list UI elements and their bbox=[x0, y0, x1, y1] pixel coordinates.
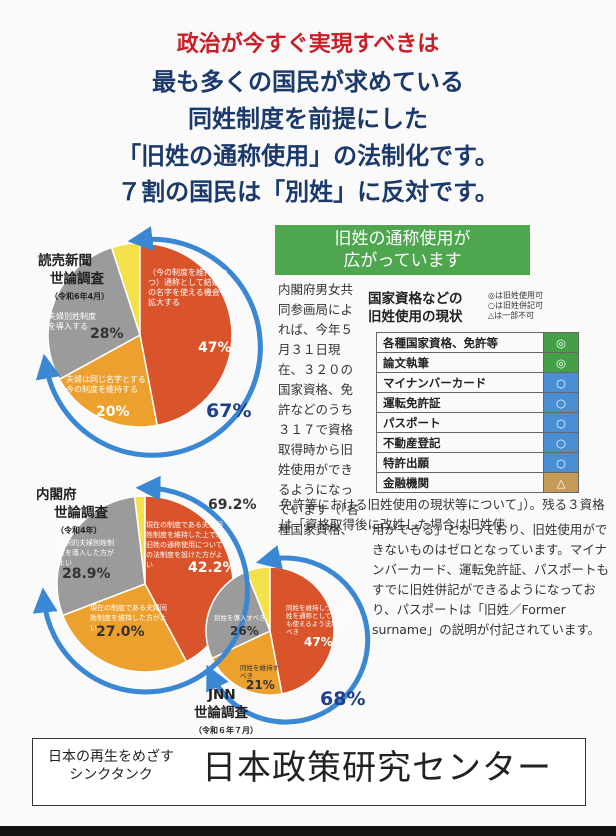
row-mark: ○ bbox=[543, 412, 579, 433]
footer-tagline-line1: 日本の再生をめざす bbox=[48, 749, 174, 765]
row-mark: ◎ bbox=[543, 332, 579, 353]
row-label: マイナンバーカード bbox=[376, 372, 544, 393]
pie-pct: 26% bbox=[230, 624, 259, 638]
legend-item: △は一部不可 bbox=[488, 311, 535, 320]
survey-source-yomiuri: 読売新聞 世論調査 （令和6年4月） bbox=[38, 252, 109, 306]
survey-source-type: 世論調査 bbox=[194, 705, 248, 721]
row-label: 不動産登記 bbox=[376, 432, 544, 453]
footer-tagline-line2: シンクタンク bbox=[69, 767, 153, 783]
pie-slice bbox=[139, 242, 233, 427]
table-row: パスポート ○ bbox=[376, 412, 579, 433]
pie-label: 現在の制度である夫婦同姓制度を維持した方がよい bbox=[90, 604, 167, 632]
table-row: 運転免許証 ○ bbox=[376, 392, 579, 413]
footer-org-name: 日本政策研究センター bbox=[202, 748, 552, 788]
survey-source-type: 世論調査 bbox=[54, 505, 108, 521]
survey-date: （令和６年７月） bbox=[194, 726, 258, 735]
pie-pct: 28% bbox=[90, 326, 124, 342]
table-legend: ◎は旧姓使用可 ○は旧姓併記可 △は一部不可 bbox=[488, 291, 543, 321]
article-paragraph-1: 内閣府男女共同参画局によれば、今年５月３１日現在、３２０の国家資格、免許などのう… bbox=[278, 282, 360, 537]
table-row: 不動産登記 ○ bbox=[376, 432, 579, 453]
row-label: パスポート bbox=[376, 412, 544, 433]
headline-line3: 同姓制度を前提にした bbox=[188, 105, 428, 133]
row-mark: △ bbox=[543, 472, 579, 493]
survey-date: （令和4年） bbox=[56, 526, 102, 535]
headline-line2: 最も多くの国民が求めている bbox=[152, 68, 464, 96]
arc-arrow-jnn bbox=[206, 545, 371, 725]
row-mark: ○ bbox=[543, 452, 579, 473]
pie-label: 現在の制度である夫婦同姓制度を維持した上で、旧姓の通称使用についての法制度を設け… bbox=[146, 521, 223, 569]
pie-pct: 21% bbox=[246, 678, 275, 692]
headline-line4: 「旧姓の通称使用」の法制化です。 bbox=[117, 142, 499, 170]
table-row: 論文執筆 ◎ bbox=[376, 352, 579, 373]
pie-pct: 47% bbox=[198, 340, 232, 356]
legend-item: ○は旧姓併記可 bbox=[488, 301, 543, 310]
pie-label: 夫婦は同じ名字とする今の制度を維持する bbox=[66, 375, 146, 394]
pie-label: 同姓を維持すべき bbox=[240, 664, 279, 680]
banner-line1: 旧姓の通称使用が bbox=[334, 229, 471, 249]
survey-total-pct: 67% bbox=[206, 400, 252, 422]
table-title: 国家資格などの 旧姓使用の現状 bbox=[368, 290, 463, 326]
headline-line1: 政治が今すぐ実現すべきは bbox=[176, 32, 440, 57]
row-label: 運転免許証 bbox=[376, 392, 544, 413]
row-mark: ○ bbox=[543, 392, 579, 413]
pie-label: 別姓を導入すべき bbox=[214, 614, 266, 622]
pie-pct: 27.0% bbox=[96, 624, 145, 640]
row-label: 各種国家資格、免許等 bbox=[376, 332, 544, 353]
survey-total-pct: 68% bbox=[320, 688, 366, 710]
pie-pct: 47% bbox=[304, 635, 333, 649]
table-row: 各種国家資格、免許等 ◎ bbox=[376, 332, 579, 353]
row-label: 特許出願 bbox=[376, 452, 544, 473]
survey-source-cabinet-office: 内閣府 世論調査 （令和4年） bbox=[36, 486, 108, 540]
row-mark: ○ bbox=[543, 432, 579, 453]
arc-arrow-yomiuri bbox=[35, 226, 263, 458]
row-mark: ◎ bbox=[543, 352, 579, 373]
footer-tagline: 日本の再生をめざす シンクタンク bbox=[48, 748, 174, 784]
table-title-line2: 旧姓使用の現状 bbox=[368, 309, 463, 325]
pie-label: 夫婦別姓制度を導入する bbox=[48, 312, 96, 331]
table-title-line1: 国家資格などの bbox=[368, 291, 463, 307]
row-mark: ○ bbox=[543, 372, 579, 393]
table-row: 特許出願 ○ bbox=[376, 452, 579, 473]
article-paragraph-3: 用ができる」となっており、旧姓使用ができないものはゼロとなっています。マイナンバ… bbox=[372, 522, 610, 637]
survey-source-name: 読売新聞 bbox=[38, 253, 92, 269]
certification-table: 各種国家資格、免許等 ◎ 論文執筆 ◎ マイナンバーカード ○ 運転免許証 ○ パスポー… bbox=[376, 332, 579, 493]
row-label: 論文執筆 bbox=[376, 352, 544, 373]
survey-source-type: 世論調査 bbox=[50, 271, 104, 287]
table-row: マイナンバーカード ○ bbox=[376, 372, 579, 393]
pie-label: （今の制度を維持しつつ）通称として結婚前の名字を使える機会を拡大する bbox=[148, 268, 228, 307]
pie-label: 同姓を維持しつつ、旧姓を通称としてどこでも使えるよう法制化すべき bbox=[286, 604, 351, 636]
section-banner: 旧姓の通称使用が 広がっています bbox=[275, 225, 530, 275]
pie-pct: 42.2% bbox=[188, 560, 237, 576]
survey-source-name: JNN bbox=[208, 687, 236, 703]
row-label: 金融機関 bbox=[376, 472, 544, 493]
pie-slice bbox=[269, 566, 335, 695]
table-row: 金融機関 △ bbox=[376, 472, 579, 493]
banner-line2: 広がっています bbox=[343, 251, 462, 271]
survey-source-name: 内閣府 bbox=[36, 487, 77, 503]
bottom-bar bbox=[0, 826, 616, 836]
legend-item: ◎は旧姓使用可 bbox=[488, 291, 543, 300]
survey-total-pct: 69.2% bbox=[208, 497, 257, 513]
headline-line5: ７割の国民は「別姓」に反対です。 bbox=[117, 178, 499, 206]
pie-pct: 28.9% bbox=[62, 566, 111, 582]
article-paragraph-2: 免許等における旧姓使用の現状等について」）。残る３資格は「資格取得後に改姓した場… bbox=[280, 497, 605, 532]
pie-label: 選択的夫婦別姓制度を導入した方がよい bbox=[58, 539, 114, 567]
footer-box bbox=[32, 738, 586, 806]
survey-date: （令和6年4月） bbox=[50, 292, 110, 301]
survey-source-jnn: JNN 世論調査 （令和６年７月） bbox=[194, 686, 258, 740]
pie-pct: 20% bbox=[96, 404, 130, 420]
